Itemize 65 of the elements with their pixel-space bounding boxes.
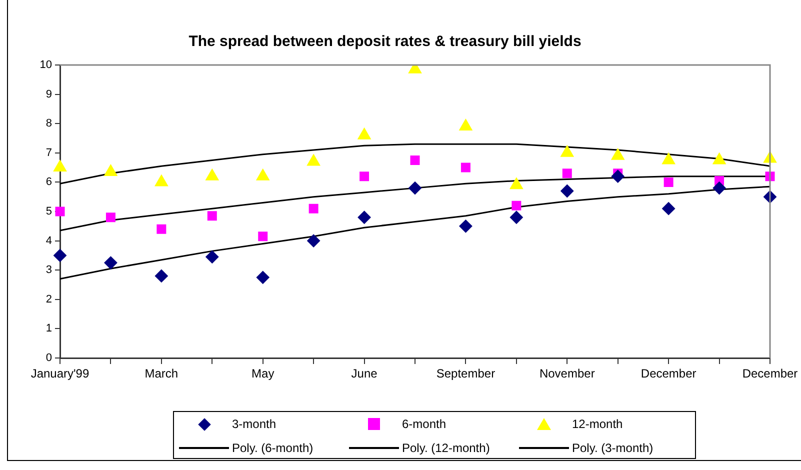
x-tick-label: March [144,366,178,381]
point [256,168,270,180]
point [207,211,217,221]
point [712,152,726,164]
x-tick-label: January'99 [30,366,90,381]
point [664,177,674,187]
point [512,200,522,210]
legend-label: Poly. (12-month) [402,441,490,455]
point [410,155,420,165]
y-tick-label: 10 [40,59,52,72]
point [307,154,320,166]
point [106,212,116,222]
y-tick-label: 2 [46,293,52,306]
point [560,184,574,198]
y-tick-label: 5 [46,206,52,218]
legend-label: 3-month [232,417,276,431]
y-tick-label: 4 [46,234,52,247]
point [459,119,472,131]
point [662,202,676,216]
x-tick-label: June [351,366,378,381]
y-tick-label: 6 [46,176,52,188]
point [459,220,472,233]
y-tick-label: 0 [46,352,52,364]
x-tick-label: December [742,366,798,381]
point [611,170,624,183]
point [662,152,676,164]
x-tick-label: May [252,366,274,381]
x-tick-label: November [539,366,595,381]
point [54,248,66,262]
point [712,182,726,195]
point [562,168,572,178]
legend-label: Poly. (3-month) [572,441,654,455]
point [611,148,624,160]
y-tick-label: 8 [46,118,52,130]
point [206,250,219,264]
point [256,270,270,284]
point [308,204,318,214]
point [560,145,574,157]
legend-label: Poly. (6-month) [232,441,314,455]
y-tick-label: 7 [46,146,52,159]
point [307,234,320,248]
point [460,162,470,172]
y-tick-label: 9 [46,88,52,100]
point [510,178,523,190]
point [154,269,168,282]
chart-title: The spread between deposit rates & treasury bill yields [188,33,582,50]
point [510,210,523,224]
legend-label: 6-month [402,417,446,431]
point [156,224,166,234]
point [408,182,422,195]
point [358,128,371,140]
y-tick-label: 3 [46,264,52,276]
point [154,174,168,186]
point [360,172,370,182]
x-tick-label: September [436,366,496,381]
point [55,206,65,216]
legend-label: 12-month [572,417,623,431]
y-tick-label: 1 [46,322,52,335]
point [358,210,371,224]
x-tick-label: December [640,366,696,381]
point [206,168,219,180]
point [258,232,268,242]
point [53,160,67,172]
point [104,164,118,176]
point [104,256,118,270]
